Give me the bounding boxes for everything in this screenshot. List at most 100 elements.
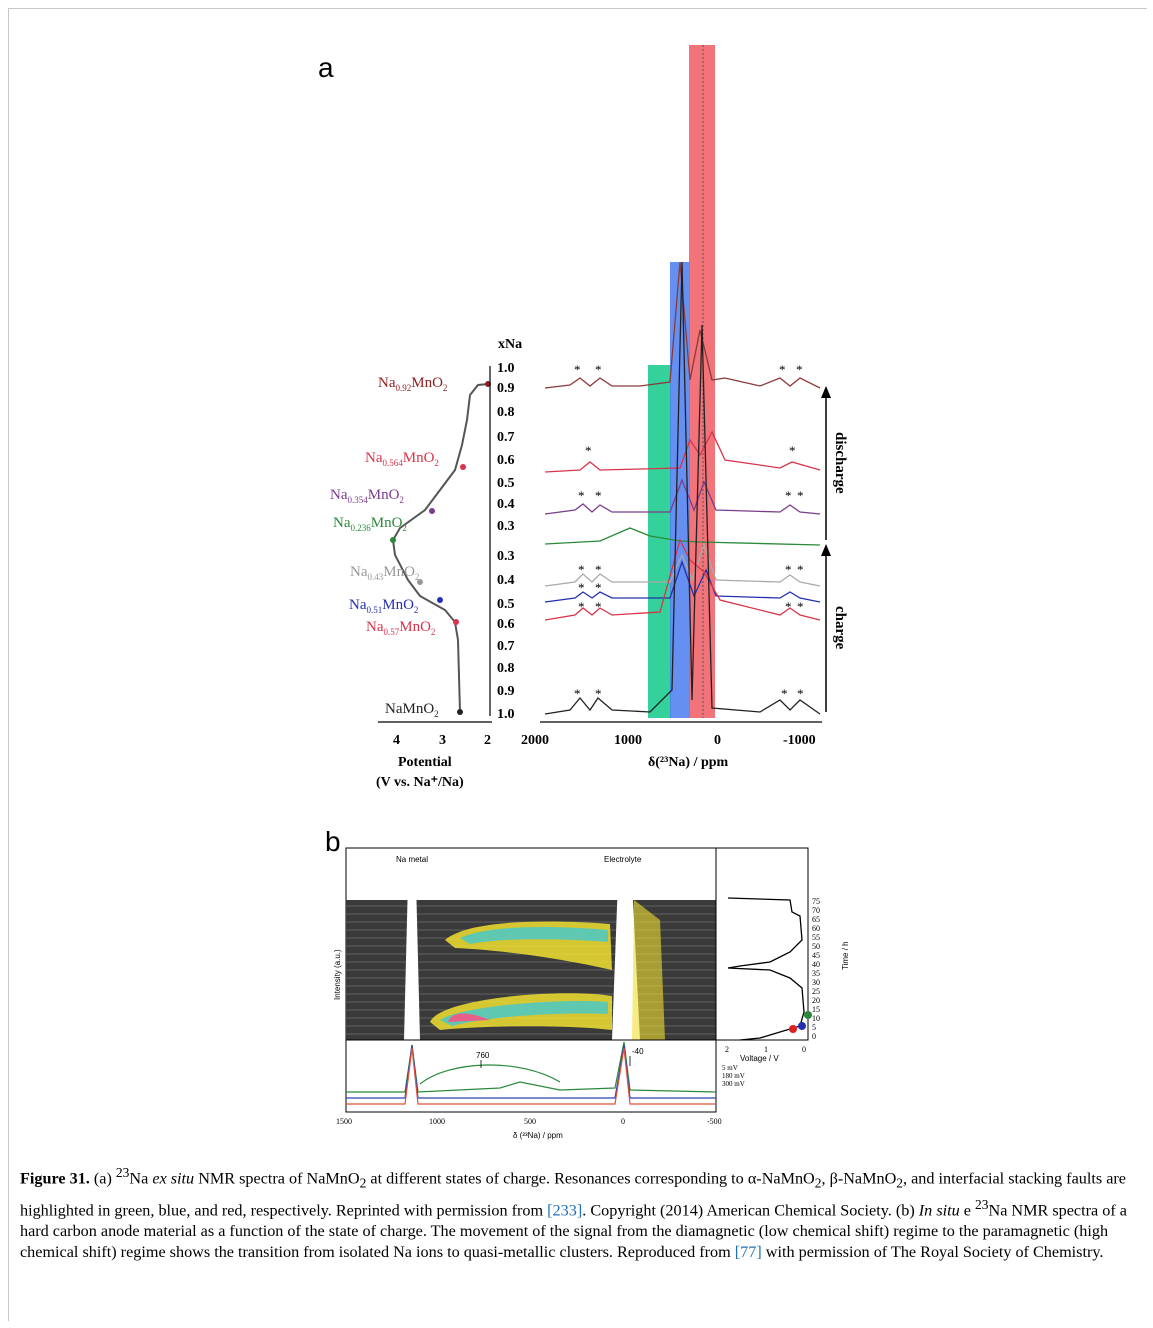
reference-link-77[interactable]: [77] — [734, 1243, 762, 1262]
caption-sub: 2 — [896, 1175, 904, 1191]
svg-text:65: 65 — [812, 915, 820, 924]
peak-760-label: 760 — [476, 1051, 490, 1060]
caption-text: NMR spectra of NaMnO — [194, 1169, 360, 1188]
svg-text:75: 75 — [812, 897, 820, 906]
shift-ticks-a: 2000 1000 0 -1000 — [521, 733, 816, 748]
svg-text:3: 3 — [439, 733, 446, 748]
svg-text:*: * — [789, 443, 796, 458]
svg-text:*: * — [578, 562, 585, 577]
svg-text:Na0.43MnO2: Na0.43MnO2 — [350, 564, 419, 582]
svg-text:*: * — [574, 686, 581, 701]
svg-text:0.4: 0.4 — [497, 573, 515, 588]
svg-text:0.5: 0.5 — [497, 597, 515, 612]
svg-text:Na0.236MnO2: Na0.236MnO2 — [333, 515, 407, 533]
svg-text:0.6: 0.6 — [497, 617, 515, 632]
svg-text:Na0.564MnO2: Na0.564MnO2 — [365, 450, 439, 468]
caption-text: Na NMR spectra of a hard carbon anode ma… — [20, 1201, 1127, 1262]
reference-link-233[interactable]: [233] — [547, 1201, 583, 1220]
caption-sup: 23 — [975, 1196, 989, 1212]
caption-text: Na — [129, 1169, 153, 1188]
na-metal-label: Na metal — [396, 855, 428, 864]
svg-text:*: * — [595, 580, 602, 595]
caption-text: , β-NaMnO — [821, 1169, 897, 1188]
svg-text:1: 1 — [764, 1045, 768, 1054]
svg-text:2: 2 — [725, 1045, 729, 1054]
panel-a-figure: Na0.92MnO2 Na0.564MnO2 Na0.354MnO2 Na0.2… — [330, 45, 848, 790]
svg-text:0.5: 0.5 — [497, 476, 515, 491]
caption-text: (a) — [89, 1169, 116, 1188]
svg-text:*: * — [796, 362, 803, 377]
composition-labels: Na0.92MnO2 Na0.564MnO2 Na0.354MnO2 Na0.2… — [330, 375, 447, 719]
potential-label-1: Potential — [398, 755, 452, 770]
svg-text:0.6: 0.6 — [497, 453, 515, 468]
svg-text:70: 70 — [812, 906, 820, 915]
svg-text:40: 40 — [812, 960, 820, 969]
svg-text:0.9: 0.9 — [497, 381, 515, 396]
shift-label-b: δ (²³Na) / ppm — [513, 1131, 563, 1140]
svg-text:2000: 2000 — [521, 733, 549, 748]
nmr-spectra — [544, 261, 821, 715]
voltage-ticks: 2 1 0 — [725, 1045, 806, 1054]
svg-text:10: 10 — [812, 1014, 820, 1023]
svg-text:15: 15 — [812, 1005, 820, 1014]
svg-text:55: 55 — [812, 933, 820, 942]
caption-sub: 2 — [359, 1175, 367, 1191]
svg-text:4: 4 — [393, 733, 400, 748]
voltage-label: Voltage / V — [740, 1054, 779, 1063]
svg-text:*: * — [785, 488, 792, 503]
figure-caption: Figure 31. (a) 23Na ex situ NMR spectra … — [20, 1162, 1135, 1263]
svg-text:0.9: 0.9 — [497, 684, 515, 699]
xna-header: xNa — [498, 337, 522, 352]
svg-text:*: * — [797, 686, 804, 701]
svg-text:60: 60 — [812, 924, 820, 933]
svg-text:0.3: 0.3 — [497, 519, 515, 534]
svg-text:*: * — [578, 580, 585, 595]
svg-text:0.7: 0.7 — [497, 639, 515, 654]
svg-text:*: * — [797, 488, 804, 503]
svg-text:Na0.51MnO2: Na0.51MnO2 — [349, 597, 418, 615]
page-frame — [8, 8, 1147, 1321]
svg-text:-1000: -1000 — [783, 733, 816, 748]
svg-text:Na0.354MnO2: Na0.354MnO2 — [330, 487, 404, 505]
svg-text:30: 30 — [812, 978, 820, 987]
svg-text:*: * — [574, 362, 581, 377]
svg-text:*: * — [595, 686, 602, 701]
caption-italic: In situ — [918, 1201, 960, 1220]
caption-sub: 2 — [814, 1175, 822, 1191]
alpha-band — [648, 365, 671, 718]
svg-text:*: * — [779, 362, 786, 377]
svg-text:*: * — [595, 562, 602, 577]
svg-text:*: * — [595, 599, 602, 614]
svg-text:0: 0 — [621, 1117, 625, 1126]
panel-b-figure: Na metal Electrolyte Intensity (a.u.) 75… — [333, 847, 850, 1140]
svg-text:*: * — [785, 562, 792, 577]
charge-label: charge — [832, 606, 848, 650]
svg-text:35: 35 — [812, 969, 820, 978]
caption-italic: ex situ — [152, 1169, 195, 1188]
caption-sup: 23 — [115, 1165, 130, 1180]
svg-text:1000: 1000 — [429, 1117, 445, 1126]
svg-text:*: * — [595, 362, 602, 377]
caption-text: at different states of charge. Resonance… — [366, 1169, 815, 1188]
svg-text:1500: 1500 — [336, 1117, 352, 1126]
svg-text:Na0.92MnO2: Na0.92MnO2 — [378, 375, 447, 393]
svg-text:0: 0 — [714, 733, 721, 748]
shift-label-a: δ(²³Na) / ppm — [648, 755, 729, 770]
xna-ticks: 1.0 0.9 0.8 0.7 0.6 0.5 0.4 0.3 0.3 0.4 0.5 0.6… — [497, 361, 515, 722]
spinning-sidebands: * * * * * * * * * * * * * * * * * * * * * * * * — [574, 362, 804, 701]
caption-label: Figure 31. — [20, 1169, 90, 1188]
svg-text:5 mV: 5 mV — [722, 1064, 738, 1072]
intensity-label: Intensity (a.u.) — [333, 949, 342, 1000]
svg-text:NaMnO2: NaMnO2 — [385, 701, 439, 719]
svg-text:2: 2 — [484, 733, 491, 748]
svg-text:*: * — [797, 562, 804, 577]
shift-ticks-b: 1500 1000 500 0 -500 — [336, 1117, 722, 1126]
faults-band — [689, 45, 715, 718]
svg-text:*: * — [797, 599, 804, 614]
potential-ticks: 4 3 2 — [393, 733, 491, 748]
svg-text:25: 25 — [812, 987, 820, 996]
caption-text: , and interfacial stacking faults are hi… — [20, 1169, 1126, 1220]
svg-text:5: 5 — [812, 1023, 816, 1032]
